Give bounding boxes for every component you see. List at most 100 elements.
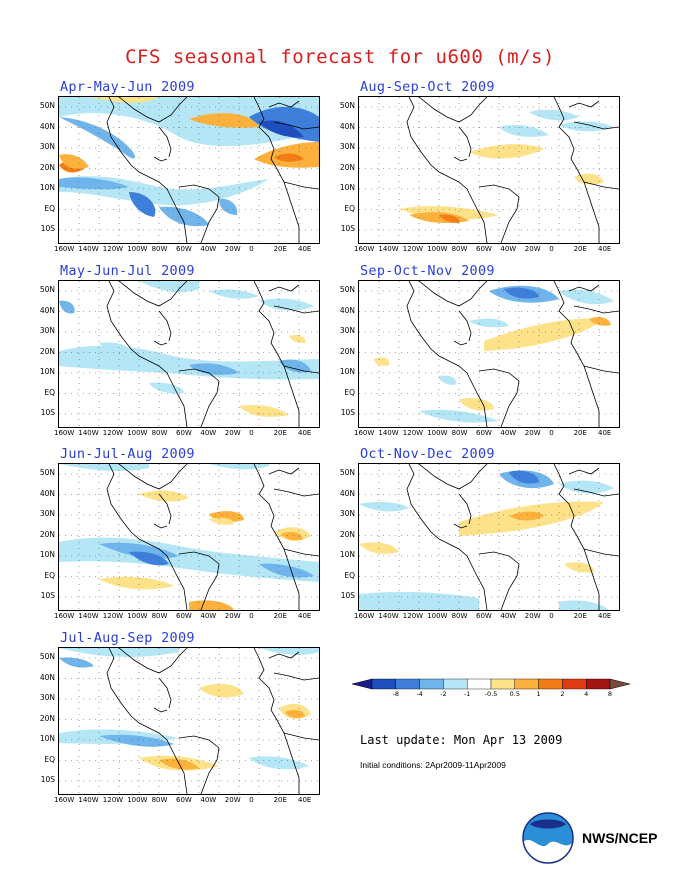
lat-label: 40N <box>39 305 55 315</box>
anomaly-contour <box>504 287 539 299</box>
colorbar-segment <box>562 678 587 690</box>
coastline <box>583 548 619 557</box>
lat-label: 10S <box>40 408 55 417</box>
colorbar-segment <box>443 678 468 690</box>
lat-label: 40N <box>339 488 355 498</box>
lon-label: 40E <box>598 429 612 437</box>
lat-label: 30N <box>39 326 55 335</box>
anomaly-contour <box>559 600 609 610</box>
lat-label: 10S <box>340 224 355 233</box>
lon-label: 140W <box>78 429 99 437</box>
lat-label: 50N <box>339 101 355 110</box>
panel-title: May-Jun-Jul 2009 <box>60 263 195 279</box>
lat-label: EQ <box>44 203 55 213</box>
lon-label: 0 <box>549 429 554 437</box>
coastline <box>268 100 300 108</box>
lon-label: 60W <box>176 612 192 620</box>
anomaly-contour <box>59 117 136 159</box>
colorbar-tick-label: 4 <box>584 690 589 698</box>
forecast-map <box>58 463 320 611</box>
lon-label: 40E <box>298 612 312 620</box>
colorbar-segment <box>609 678 630 690</box>
lon-label: 20W <box>224 245 241 253</box>
lat-label: 50N <box>39 468 55 477</box>
anomaly-contour <box>219 198 238 215</box>
lon-label: 80W <box>151 245 168 253</box>
anomaly-contour <box>559 121 614 132</box>
lat-label: 10N <box>339 367 355 376</box>
coastline <box>458 310 472 342</box>
lat-label: 50N <box>339 285 355 294</box>
lat-label: 10N <box>39 550 55 559</box>
coastline <box>253 648 300 794</box>
anomaly-contour <box>564 562 594 573</box>
lon-label: 40W <box>200 612 217 620</box>
forecast-map <box>358 463 620 611</box>
lat-label: 10N <box>39 183 55 192</box>
lon-label: 60W <box>176 796 192 804</box>
anomaly-contour <box>129 551 169 566</box>
coastline <box>283 365 319 374</box>
lon-label: 120W <box>402 245 424 253</box>
lat-label: 20N <box>339 162 355 172</box>
forecast-map <box>58 647 320 795</box>
lat-label: 20N <box>39 162 55 172</box>
lon-label: 80W <box>151 796 168 804</box>
lon-label: 60W <box>176 245 192 253</box>
anomaly-contour <box>99 734 174 747</box>
colorbar-tick-label: 2 <box>560 690 565 698</box>
lon-label: 20E <box>573 245 587 253</box>
anomaly-contour <box>59 300 75 314</box>
anomaly-contour <box>285 709 305 719</box>
anomaly-contour <box>209 464 269 470</box>
coastline <box>268 284 300 292</box>
anomaly-contour <box>484 318 604 351</box>
lat-label: 20N <box>39 529 55 539</box>
coastline <box>568 284 600 292</box>
page-title: CFS seasonal forecast for u600 (m/s) <box>125 46 555 68</box>
anomaly-contour <box>559 289 614 305</box>
lon-label: 120W <box>102 245 124 253</box>
anomaly-contour <box>419 409 499 423</box>
lon-label: 40E <box>298 429 312 437</box>
lon-label: 80W <box>151 429 168 437</box>
lon-label: 0 <box>249 612 254 620</box>
panel-title: Sep-Oct-Nov 2009 <box>360 263 495 279</box>
lat-label: 10N <box>39 367 55 376</box>
lon-label: 160W <box>54 612 75 620</box>
lon-label: 0 <box>249 429 254 437</box>
anomaly-map <box>359 281 619 427</box>
coastline <box>453 340 468 346</box>
anomaly-contour <box>469 144 544 159</box>
coastline <box>453 156 468 162</box>
lon-label: 20E <box>273 796 287 804</box>
anomaly-contour <box>189 600 234 610</box>
lon-label: 20E <box>273 429 287 437</box>
anomaly-contour <box>59 657 94 668</box>
colorbar-tick-label: -4 <box>416 690 423 698</box>
panel-title: Jun-Jul-Aug 2009 <box>60 446 195 462</box>
lat-label: 30N <box>39 142 55 151</box>
lon-label: 20E <box>273 245 287 253</box>
coastline <box>153 340 168 346</box>
forecast-map <box>358 96 620 244</box>
lon-label: 100W <box>427 429 448 437</box>
lon-label: 40W <box>500 612 517 620</box>
anomaly-contour <box>99 342 129 352</box>
anomaly-contour <box>199 683 244 698</box>
anomaly-contour <box>289 334 306 343</box>
anomaly-contour <box>139 281 199 293</box>
lon-label: 20W <box>224 612 241 620</box>
lon-label: 160W <box>54 245 75 253</box>
anomaly-contour <box>189 113 259 128</box>
lat-label: 10N <box>339 550 355 559</box>
lat-label: EQ <box>344 203 355 213</box>
lat-label: EQ <box>344 570 355 580</box>
lon-label: 20W <box>524 245 541 253</box>
anomaly-contour <box>359 591 479 610</box>
coastline <box>478 184 520 243</box>
anomaly-map <box>359 464 619 610</box>
coastline <box>458 493 472 525</box>
anomaly-contour <box>469 318 509 328</box>
anomaly-contour <box>209 289 259 299</box>
